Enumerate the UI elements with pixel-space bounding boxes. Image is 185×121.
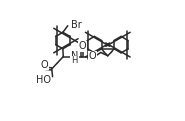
Text: O: O — [89, 51, 97, 61]
Text: O: O — [41, 60, 48, 70]
Text: H: H — [71, 56, 78, 65]
Text: N: N — [71, 51, 78, 61]
Text: HO: HO — [36, 75, 51, 85]
Text: Br: Br — [71, 20, 82, 30]
Text: O: O — [79, 41, 86, 51]
